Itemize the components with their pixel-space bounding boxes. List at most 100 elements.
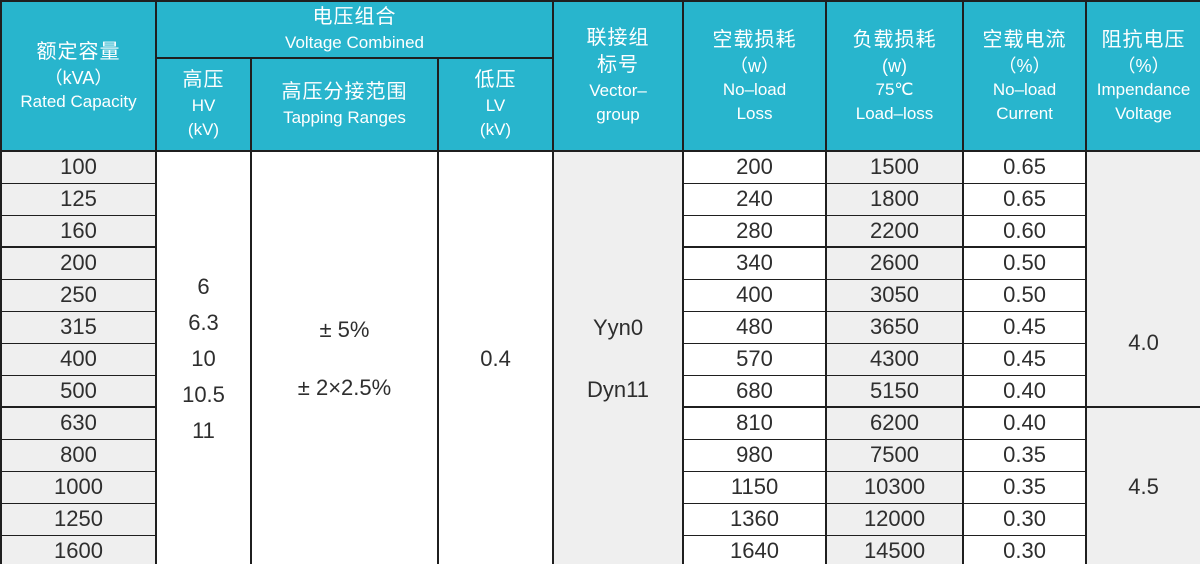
- table-row: 100 6 6.3 10 10.5 11 ± 5% ± 2×2.5% 0.4 Y…: [0, 150, 1200, 564]
- no-load-current-cell: 0.30: [962, 502, 1088, 536]
- table-body: 100 6 6.3 10 10.5 11 ± 5% ± 2×2.5% 0.4 Y…: [0, 150, 1200, 564]
- no-load-current-cell: 0.40: [962, 406, 1088, 440]
- header-lv-unit: (kV): [479, 120, 512, 139]
- tapping-value: ± 5%: [319, 317, 370, 342]
- header-vector-group-en1: Vector–: [589, 81, 647, 100]
- load-loss-cell: 3650: [825, 310, 965, 344]
- hv-value: 11: [192, 418, 215, 443]
- capacity-cell: 200: [0, 246, 157, 280]
- capacity-cell: 500: [0, 374, 157, 408]
- tapping-ranges-cell: ± 5% ± 2×2.5%: [250, 150, 439, 564]
- table-row: 1600 1640 14500 0.30: [0, 534, 1200, 564]
- capacity-cell: 250: [0, 278, 157, 312]
- no-load-current-cell: 0.45: [962, 342, 1088, 376]
- table-row: 400 570 4300 0.45: [0, 342, 1200, 376]
- no-load-loss-cell: 810: [682, 406, 828, 440]
- header-load-loss-en: Load–loss: [855, 103, 934, 123]
- load-loss-cell: 2600: [825, 246, 965, 280]
- load-loss-cell: 6200: [825, 406, 965, 440]
- load-loss-cell: 10300: [825, 470, 965, 504]
- load-loss-cell: 2200: [825, 214, 965, 248]
- capacity-cell: 630: [0, 406, 157, 440]
- no-load-current-cell: 0.50: [962, 246, 1088, 280]
- hv-value: 10: [191, 346, 216, 371]
- no-load-current-cell: 0.35: [962, 438, 1088, 472]
- load-loss-cell: 7500: [825, 438, 965, 472]
- no-load-current-cell: 0.65: [962, 182, 1088, 216]
- no-load-current-cell: 0.65: [962, 150, 1088, 184]
- table-row: 315 480 3650 0.45: [0, 310, 1200, 344]
- header-rated-capacity-zh: 额定容量: [36, 40, 121, 63]
- hv-value: 6: [197, 274, 210, 299]
- header-voltage-combined-zh: 电压组合: [312, 6, 397, 28]
- vector-group-cell: Yyn0 Dyn11: [552, 150, 685, 564]
- header-hv-zh: 高压: [182, 69, 225, 91]
- capacity-cell: 1250: [0, 502, 157, 536]
- capacity-cell: 1600: [0, 534, 157, 564]
- hv-values-cell: 6 6.3 10 10.5 11: [155, 150, 252, 564]
- header-rated-capacity: 额定容量 （kVA） Rated Capacity: [0, 0, 157, 152]
- header-load-loss-zh: 负载损耗: [852, 28, 937, 51]
- header-load-loss-temp: 75℃: [875, 79, 914, 99]
- header-vector-group-en2: group: [596, 105, 640, 124]
- header-vector-group-zh1: 联接组: [586, 27, 650, 49]
- table-row: 125 240 1800 0.65: [0, 182, 1200, 216]
- header-impedance-voltage: 阻抗电压 （%） Impendance Voltage: [1085, 0, 1200, 152]
- table-row: 500 680 5150 0.40: [0, 374, 1200, 408]
- header-no-load-current: 空载电流 （%） No–load Current: [962, 0, 1088, 152]
- load-loss-cell: 5150: [825, 374, 965, 408]
- load-loss-cell: 1800: [825, 182, 965, 216]
- table-row: 200 340 2600 0.50: [0, 246, 1200, 280]
- header-no-load-loss-en1: No–load: [722, 79, 787, 99]
- no-load-loss-cell: 400: [682, 278, 828, 312]
- header-no-load-loss: 空载损耗 （w） No–load Loss: [682, 0, 828, 152]
- header-no-load-current-en1: No–load: [992, 79, 1057, 99]
- no-load-current-cell: 0.45: [962, 310, 1088, 344]
- load-loss-cell: 1500: [825, 150, 965, 184]
- header-impedance-voltage-en2: Voltage: [1115, 103, 1172, 123]
- header-lv-zh: 低压: [474, 69, 517, 91]
- header-no-load-current-unit: （%）: [998, 55, 1051, 76]
- capacity-cell: 1000: [0, 470, 157, 504]
- header-lv-en: LV: [485, 96, 506, 115]
- header-lv: 低压 LV (kV): [436, 57, 555, 152]
- capacity-cell: 160: [0, 214, 157, 248]
- no-load-current-cell: 0.50: [962, 278, 1088, 312]
- impedance-voltage-cell: 4.5: [1085, 406, 1200, 564]
- no-load-current-cell: 0.30: [962, 534, 1088, 564]
- no-load-loss-cell: 340: [682, 246, 828, 280]
- header-voltage-combined: 电压组合 Voltage Combined: [154, 0, 555, 59]
- header-tapping-ranges-zh: 高压分接范围: [281, 81, 408, 103]
- capacity-cell: 125: [0, 182, 157, 216]
- no-load-loss-cell: 280: [682, 214, 828, 248]
- header-rated-capacity-en: Rated Capacity: [20, 91, 137, 111]
- no-load-current-cell: 0.35: [962, 470, 1088, 504]
- header-vector-group-zh2: 标号: [597, 54, 640, 76]
- header-load-loss-unit: (w): [882, 55, 908, 76]
- header-impedance-voltage-zh: 阻抗电压: [1101, 28, 1186, 51]
- table-row: 800 980 7500 0.35: [0, 438, 1200, 472]
- header-no-load-loss-unit: （w）: [730, 55, 780, 76]
- vector-group-value: Yyn0: [592, 315, 644, 340]
- header-load-loss: 负载损耗 (w) 75℃ Load–loss: [825, 0, 965, 152]
- header-voltage-combined-en: Voltage Combined: [285, 33, 424, 52]
- load-loss-cell: 3050: [825, 278, 965, 312]
- header-hv: 高压 HV (kV): [155, 57, 252, 152]
- load-loss-cell: 4300: [825, 342, 965, 376]
- header-no-load-loss-zh: 空载损耗: [712, 28, 797, 51]
- header-impedance-voltage-unit: （%）: [1117, 55, 1170, 76]
- no-load-loss-cell: 1640: [682, 534, 828, 564]
- no-load-loss-cell: 200: [682, 150, 828, 184]
- header-no-load-current-zh: 空载电流: [982, 28, 1067, 51]
- no-load-current-cell: 0.60: [962, 214, 1088, 248]
- header-vector-group: 联接组 标号 Vector– group: [552, 0, 685, 152]
- load-loss-cell: 14500: [825, 534, 965, 564]
- capacity-cell: 400: [0, 342, 157, 376]
- no-load-current-cell: 0.40: [962, 374, 1088, 408]
- table-header: 额定容量 （kVA） Rated Capacity 电压组合 Voltage C…: [0, 0, 1200, 152]
- vector-group-value: Dyn11: [587, 377, 650, 402]
- table-row: 630 810 6200 0.40 4.5: [0, 406, 1200, 564]
- table-row: 1250 1360 12000 0.30: [0, 502, 1200, 536]
- header-hv-en: HV: [191, 96, 216, 115]
